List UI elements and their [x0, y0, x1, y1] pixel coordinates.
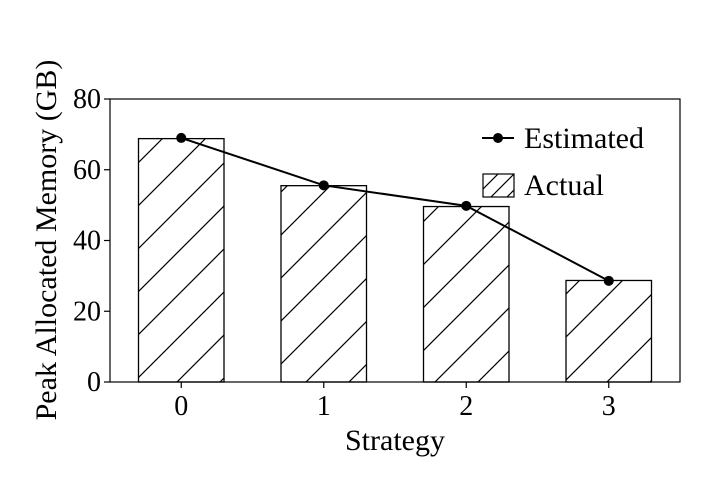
estimated-point-3: [603, 275, 614, 286]
bar-actual-2: [422, 205, 510, 383]
x-tick-label: 1: [317, 391, 331, 422]
estimated-point-0: [176, 132, 187, 143]
x-tick-label: 3: [602, 391, 616, 422]
x-tick-label: 2: [459, 391, 473, 422]
legend-estimated-label: Estimated: [524, 122, 644, 155]
y-axis: 0 20 40 60 80: [73, 84, 110, 398]
x-axis-label: Strategy: [345, 424, 445, 457]
bar-actual-3: [565, 279, 653, 383]
y-tick-label: 40: [73, 226, 101, 257]
bar-actual-0: [137, 137, 225, 383]
legend-estimated-marker: [493, 133, 503, 143]
y-tick-label: 60: [73, 155, 101, 186]
x-tick-label: 0: [174, 391, 188, 422]
y-tick-label: 0: [87, 367, 101, 398]
legend-actual-swatch: [482, 173, 515, 198]
estimated-line-group: [176, 132, 614, 286]
estimated-line: [180, 136, 610, 282]
legend-actual-label: Actual: [524, 169, 604, 202]
estimated-point-2: [461, 200, 472, 211]
legend: Estimated Actual: [482, 122, 644, 202]
x-axis: 0 1 2 3: [174, 382, 616, 422]
y-axis-label: Peak Allocated Memory (GB): [30, 60, 63, 421]
y-tick-label: 80: [73, 84, 101, 115]
estimated-point-1: [318, 180, 329, 191]
bar-actual-1: [280, 185, 368, 383]
y-tick-label: 20: [73, 296, 101, 327]
